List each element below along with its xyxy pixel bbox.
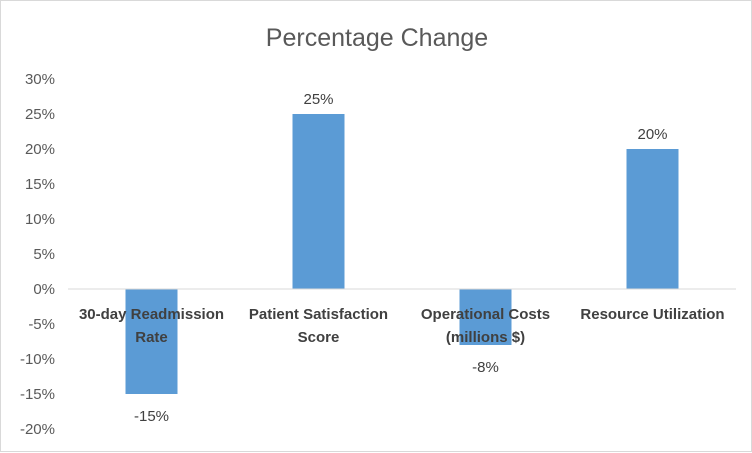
category-labels: 30-day Readmission Rate Patient Satisfacti…: [79, 306, 725, 346]
category-label: 30-day Readmission: [79, 306, 224, 323]
category-label: Patient Satisfaction: [249, 306, 388, 323]
bar: [125, 289, 178, 394]
y-tick-label: 0%: [33, 281, 55, 298]
data-label: -8%: [472, 359, 499, 376]
category-label: Operational Costs: [421, 306, 550, 323]
y-tick-label: 30%: [25, 71, 55, 88]
category-label: (millions $): [446, 329, 525, 346]
y-tick-label: -20%: [20, 421, 55, 438]
y-tick-label: 5%: [33, 246, 55, 263]
y-tick-label: -10%: [20, 351, 55, 368]
data-labels: -15% 25% -8% 20%: [134, 91, 668, 425]
bars: [125, 114, 679, 394]
y-tick-label: 25%: [25, 106, 55, 123]
bar: [626, 149, 679, 289]
bar: [459, 289, 512, 345]
chart-title: Percentage Change: [266, 24, 488, 52]
y-tick-label: -15%: [20, 386, 55, 403]
data-label: 25%: [303, 91, 333, 108]
category-label: Rate: [135, 329, 168, 346]
y-axis: 30% 25% 20% 15% 10% 5% 0% -5% -10% -15% -20%: [20, 71, 55, 438]
y-tick-label: -5%: [28, 316, 55, 333]
category-label: Resource Utilization: [580, 306, 724, 323]
category-label: Score: [298, 329, 340, 346]
data-label: -15%: [134, 408, 169, 425]
data-label: 20%: [637, 126, 667, 143]
y-tick-label: 10%: [25, 211, 55, 228]
bar: [292, 114, 345, 289]
y-tick-label: 15%: [25, 176, 55, 193]
y-tick-label: 20%: [25, 141, 55, 158]
